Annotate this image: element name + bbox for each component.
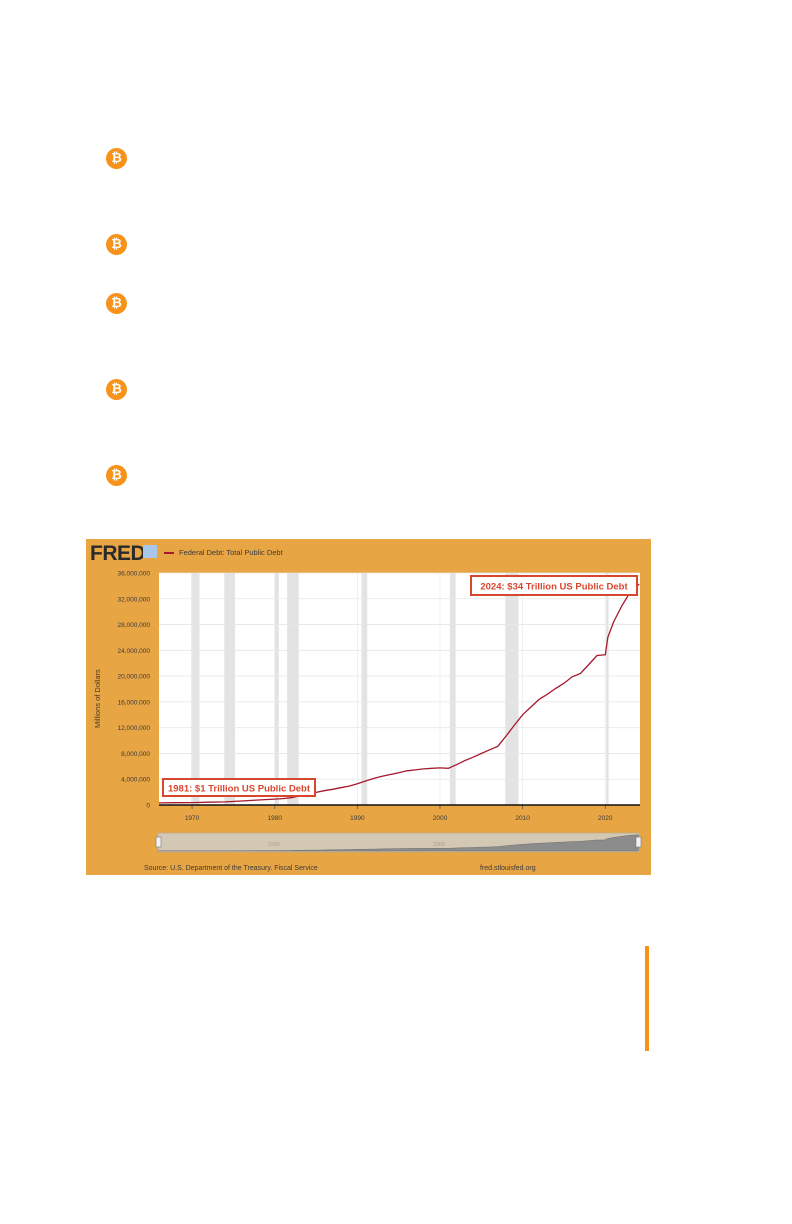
fred-chart-icon <box>143 545 157 558</box>
range-handle-left[interactable] <box>155 836 162 848</box>
y-tick-label: 8,000,000 <box>121 751 150 758</box>
recession-band <box>606 573 609 805</box>
recession-band <box>361 573 368 805</box>
range-handle-right[interactable] <box>635 836 642 848</box>
recession-band <box>191 573 200 805</box>
x-tick-label: 1970 <box>185 815 200 822</box>
y-tick-label: 32,000,000 <box>117 596 150 603</box>
bitcoin-icon: ₿ <box>106 465 127 486</box>
legend-swatch <box>164 552 174 554</box>
y-tick-label: 24,000,000 <box>117 648 150 655</box>
recession-band <box>224 573 236 805</box>
bitcoin-icon: ₿ <box>106 148 127 169</box>
y-tick-label: 36,000,000 <box>117 571 150 578</box>
source-url[interactable]: fred.stlouisfed.org <box>480 865 536 872</box>
bitcoin-icon: ₿ <box>106 379 127 400</box>
annotation-box-2024 <box>470 575 638 596</box>
annotation-1981: 1981: $1 Trillion US Public Debt <box>168 784 311 795</box>
bitcoin-icon: ₿ <box>106 234 127 255</box>
recession-band <box>449 573 456 805</box>
annotation-box-1981 <box>162 778 316 797</box>
fred-chart: FRED Federal Debt: Total Public Debt Mil… <box>86 539 651 875</box>
chart-plot: 0 4,000,000 8,000,000 12,000,000 16,000,000 2… <box>117 571 642 853</box>
y-tick-label: 28,000,000 <box>117 622 150 629</box>
series-line-federal-debt <box>158 583 640 804</box>
accent-bar <box>645 946 649 1051</box>
y-tick-label: 4,000,000 <box>121 777 150 784</box>
x-tick-label: 1980 <box>267 815 282 822</box>
y-tick-label: 12,000,000 <box>117 725 150 732</box>
plot-area <box>159 573 640 805</box>
recession-band <box>287 573 299 805</box>
range-tick-label: 1980 <box>268 842 280 848</box>
fred-logo: FRED <box>90 542 146 565</box>
recession-band <box>274 573 279 805</box>
x-tick-label: 2020 <box>598 815 613 822</box>
x-tick-label: 2000 <box>433 815 448 822</box>
x-tick-label: 2010 <box>515 815 530 822</box>
chart-legend: Federal Debt: Total Public Debt <box>164 548 283 557</box>
x-tick-label: 1990 <box>350 815 365 822</box>
legend-label: Federal Debt: Total Public Debt <box>179 548 283 557</box>
y-tick-label: 16,000,000 <box>117 699 150 706</box>
bitcoin-icon: ₿ <box>106 293 127 314</box>
source-note: Source: U.S. Department of the Treasury.… <box>144 865 318 872</box>
range-selector-area <box>157 834 639 852</box>
range-tick-label: 2000 <box>433 842 445 848</box>
y-tick-label: 0 <box>146 803 150 810</box>
annotation-2024: 2024: $34 Trillion US Public Debt <box>480 582 628 593</box>
recession-band <box>505 573 519 805</box>
y-tick-label: 20,000,000 <box>117 674 150 681</box>
